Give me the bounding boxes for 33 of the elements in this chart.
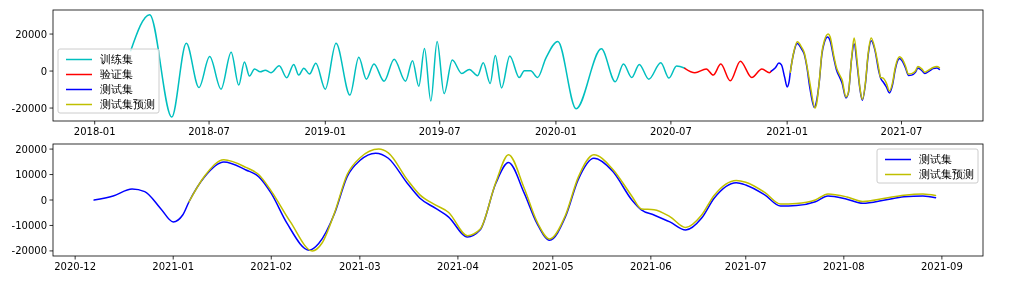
x-tick-label: 2021-06 bbox=[629, 261, 672, 272]
y-tick-label: 0 bbox=[40, 194, 47, 206]
legend-label: 训练集 bbox=[100, 53, 133, 66]
legend-label: 验证集 bbox=[100, 68, 133, 81]
x-tick-label: 2021-05 bbox=[531, 261, 574, 272]
legend-label: 测试集预测 bbox=[919, 168, 974, 181]
x-tick-label: 2018-07 bbox=[188, 126, 230, 137]
line-series bbox=[684, 60, 773, 82]
y-tick-label: 20000 bbox=[15, 143, 47, 155]
x-tick-label: 2021-02 bbox=[250, 261, 293, 272]
y-tick-label: 0 bbox=[40, 65, 47, 77]
legend-label: 测试集 bbox=[100, 83, 133, 96]
y-tick-label: -10000 bbox=[11, 219, 47, 231]
x-tick-label: 2020-01 bbox=[535, 126, 577, 137]
y-tick-label: 10000 bbox=[15, 169, 47, 181]
x-tick-label: 2020-12 bbox=[54, 261, 97, 272]
x-tick-label: 2021-09 bbox=[920, 261, 963, 272]
y-tick-label: -20000 bbox=[11, 102, 47, 114]
x-tick-label: 2021-07 bbox=[724, 261, 767, 272]
x-tick-label: 2020-07 bbox=[650, 126, 692, 137]
x-tick-label: 2019-07 bbox=[418, 126, 461, 137]
x-tick-label: 2021-08 bbox=[822, 261, 865, 272]
y-tick-label: 20000 bbox=[15, 28, 47, 40]
y-tick-label: -20000 bbox=[11, 245, 47, 257]
x-tick-label: 2021-01 bbox=[152, 261, 195, 272]
x-tick-label: 2021-03 bbox=[338, 261, 381, 272]
x-tick-label: 2019-01 bbox=[304, 126, 347, 137]
x-tick-label: 2021-01 bbox=[766, 126, 809, 137]
x-tick-label: 2021-07 bbox=[880, 126, 923, 137]
x-tick-label: 2021-04 bbox=[437, 261, 479, 272]
legend-label: 测试集预测 bbox=[100, 98, 155, 111]
x-tick-label: 2018-01 bbox=[73, 126, 116, 137]
legend-label: 测试集 bbox=[919, 153, 952, 166]
